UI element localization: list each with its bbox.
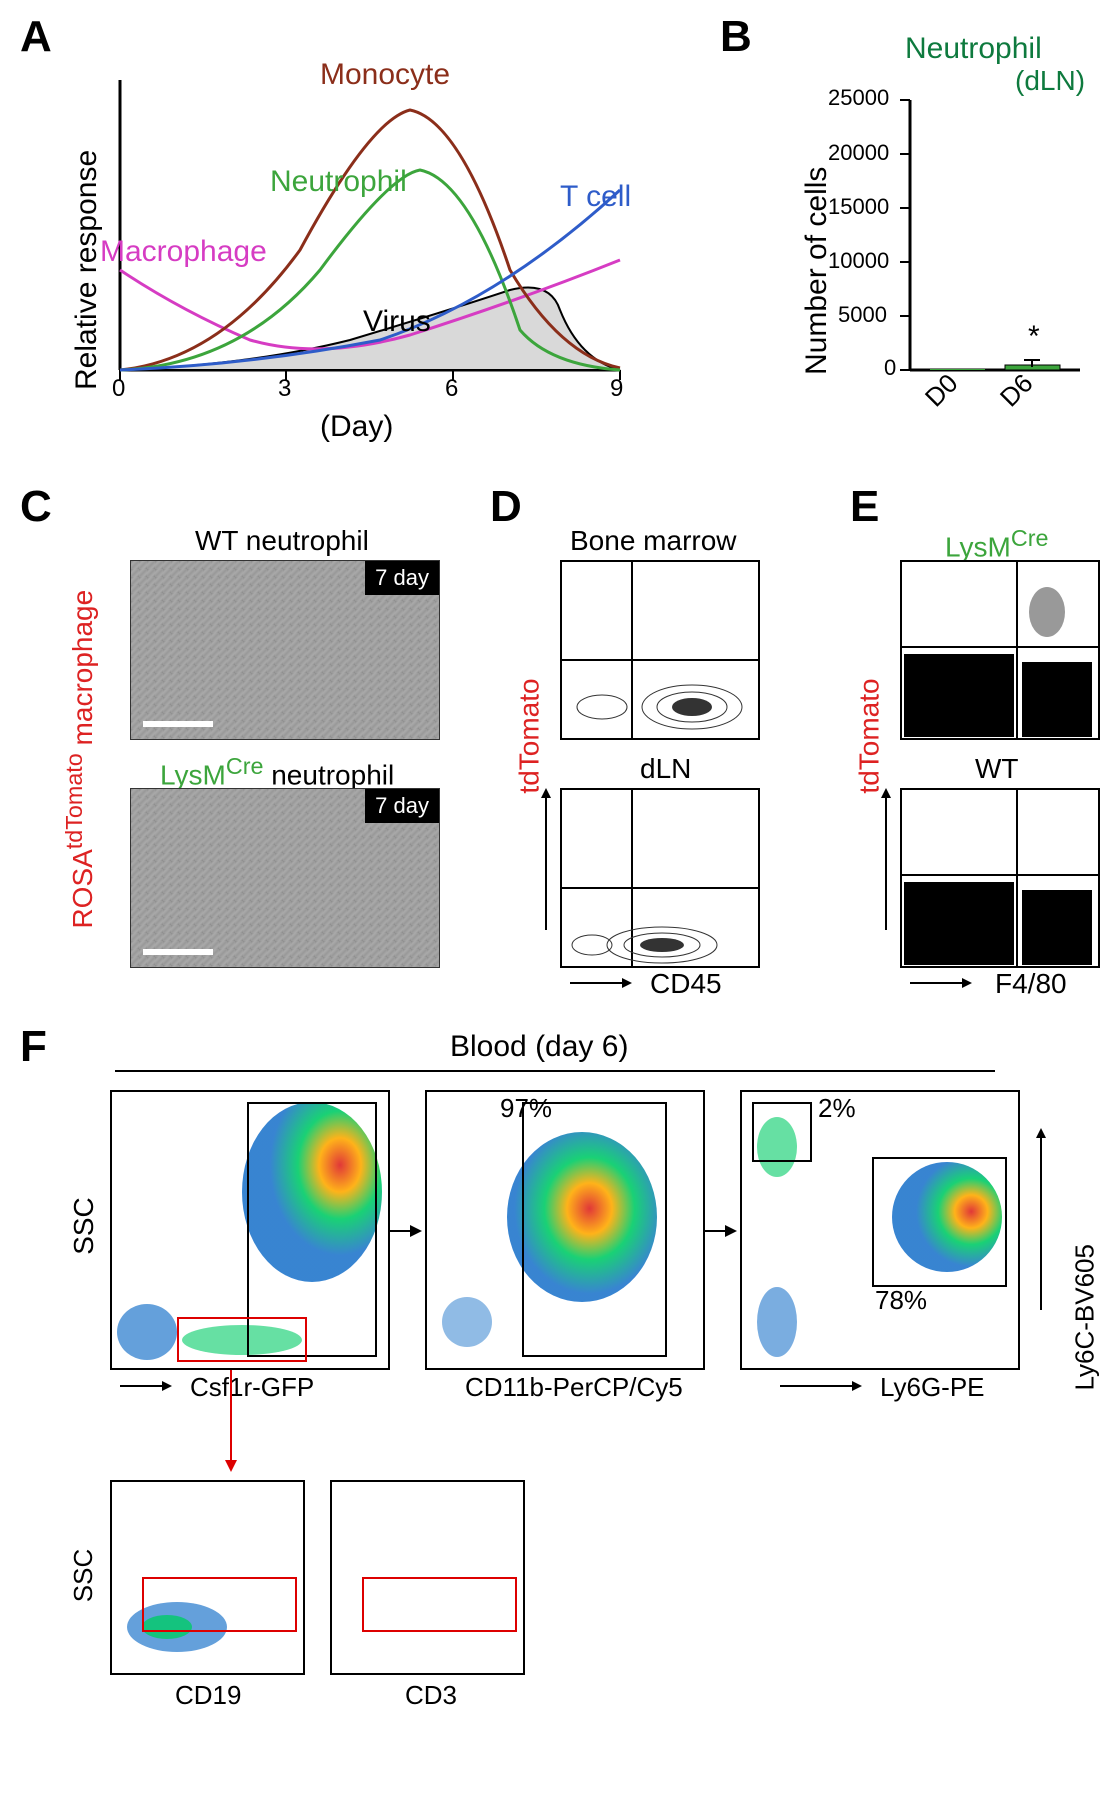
arrow1 — [390, 1230, 420, 1232]
f-small1 — [110, 1480, 305, 1675]
e-bot-data — [902, 790, 1098, 966]
sig: * — [1028, 320, 1040, 354]
panel-b-title: Neutrophil — [905, 32, 1042, 66]
e-ylabel: tdTomato — [854, 678, 886, 793]
xtick2: 6 — [445, 375, 458, 403]
small-ylabel: SSC — [68, 1549, 99, 1602]
scale-wt — [143, 721, 213, 727]
side-sup: tdTomato — [61, 753, 87, 849]
d-xlabel: CD45 — [650, 968, 722, 1000]
yt0: 0 — [884, 355, 896, 381]
e-sup: Cre — [1011, 525, 1049, 551]
micro-lysm: 7 day — [130, 788, 440, 968]
d-ylabel: tdTomato — [514, 678, 546, 793]
e-top-title: LysMCre — [945, 525, 1048, 563]
title-line — [115, 1070, 995, 1072]
e-plot-bot — [900, 788, 1100, 968]
e-x-arrow — [910, 982, 970, 984]
e-bot-title: WT — [975, 753, 1019, 785]
s2-gate — [362, 1577, 517, 1632]
f1-gate-red — [177, 1317, 307, 1362]
f3-gate-top — [752, 1102, 812, 1162]
panel-b-label: B — [720, 12, 752, 62]
panel-f-label: F — [20, 1022, 47, 1072]
e-pre: LysM — [945, 531, 1011, 562]
lysm-title: LysMCre neutrophil — [160, 753, 394, 791]
xtick0: 0 — [112, 375, 125, 403]
d-bot-title: dLN — [640, 753, 691, 785]
f3-ylabel: Ly6C-BV605 — [1070, 1191, 1101, 1391]
yt5: 25000 — [828, 85, 889, 111]
lysm-pre: LysM — [160, 759, 226, 790]
panel-a-label: A — [20, 12, 52, 62]
f2-xlabel: CD11b-PerCP/Cy5 — [465, 1372, 683, 1403]
panel-d: D Bone marrow dLN tdTomato CD45 — [490, 490, 810, 990]
panel-a-ylabel: Relative response — [70, 150, 104, 390]
f1-xlabel: Csf1r-GFP — [190, 1372, 314, 1403]
wt-title: WT neutrophil — [195, 525, 369, 557]
f3-gate-main — [872, 1157, 1007, 1287]
d-dln-data — [562, 790, 758, 966]
monocyte-label: Monocyte — [320, 58, 450, 92]
panel-b-chart — [900, 80, 1090, 400]
f3-pct-top: 2% — [818, 1093, 856, 1124]
panel-f: F Blood (day 6) SSC Csf1r-GFP 97% CD11b-… — [20, 1030, 1090, 1780]
e-plot-top — [900, 560, 1100, 740]
side-mac: macrophage — [67, 590, 98, 753]
d-y-arrow — [545, 790, 547, 930]
d-bm-data — [562, 562, 758, 738]
panel-c-label: C — [20, 482, 52, 532]
day-wt: 7 day — [365, 561, 439, 595]
panel-c-side: ROSAtdTomato macrophage — [61, 574, 99, 944]
neutrophil-label: Neutrophil — [270, 165, 407, 199]
f3-ya — [1040, 1130, 1042, 1310]
s1-gate — [142, 1577, 297, 1632]
f1-ylabel: SSC — [68, 1197, 100, 1255]
d-x-arrow — [570, 982, 630, 984]
xtick3: 9 — [610, 375, 623, 403]
f-plot2 — [425, 1090, 705, 1370]
lysm-sup: Cre — [226, 753, 264, 779]
f-title: Blood (day 6) — [440, 1030, 638, 1064]
d-top-title: Bone marrow — [570, 525, 737, 557]
yt4: 20000 — [828, 140, 889, 166]
d-plot-dln — [560, 788, 760, 968]
f2-gate-pct: 97% — [500, 1093, 552, 1124]
f3-xlabel: Ly6G-PE — [880, 1372, 985, 1403]
panel-a: A Relative response Monocyte Neutrophil … — [20, 20, 660, 460]
yt2: 10000 — [828, 248, 889, 274]
day-lysm: 7 day — [365, 789, 439, 823]
panel-c: C ROSAtdTomato macrophage WT neutrophil … — [20, 490, 450, 990]
yt1: 5000 — [838, 302, 887, 328]
micro-wt: 7 day — [130, 560, 440, 740]
panel-d-label: D — [490, 482, 522, 532]
f1-xa — [120, 1385, 170, 1387]
e-y-arrow — [885, 790, 887, 930]
panel-e: E LysMCre WT tdTomato F4/80 — [850, 490, 1110, 990]
xtick1: 3 — [278, 375, 291, 403]
yt3: 15000 — [828, 194, 889, 220]
macrophage-label: Macrophage — [100, 235, 267, 269]
e-top-data — [902, 562, 1098, 738]
s2-xlabel: CD3 — [405, 1680, 457, 1711]
f3-xa — [780, 1385, 860, 1387]
lysm-suf: neutrophil — [263, 759, 394, 790]
virus-label: Virus — [363, 305, 431, 339]
panel-b: B Neutrophil (dLN) Number of cells 0 500… — [720, 20, 1100, 460]
e-xlabel: F4/80 — [995, 968, 1067, 1000]
f-plot3 — [740, 1090, 1020, 1370]
f-plot1 — [110, 1090, 390, 1370]
panel-e-label: E — [850, 482, 879, 532]
d-plot-bm — [560, 560, 760, 740]
side-rosa: ROSA — [67, 849, 98, 928]
f2-gate — [522, 1102, 667, 1357]
red-arrow — [230, 1370, 232, 1470]
scale-lysm — [143, 949, 213, 955]
tcell-label: T cell — [560, 180, 631, 214]
panel-a-xlabel: (Day) — [320, 410, 393, 444]
s1-xlabel: CD19 — [175, 1680, 241, 1711]
f3-pct-main: 78% — [875, 1285, 927, 1316]
f-small2 — [330, 1480, 525, 1675]
arrow2 — [705, 1230, 735, 1232]
